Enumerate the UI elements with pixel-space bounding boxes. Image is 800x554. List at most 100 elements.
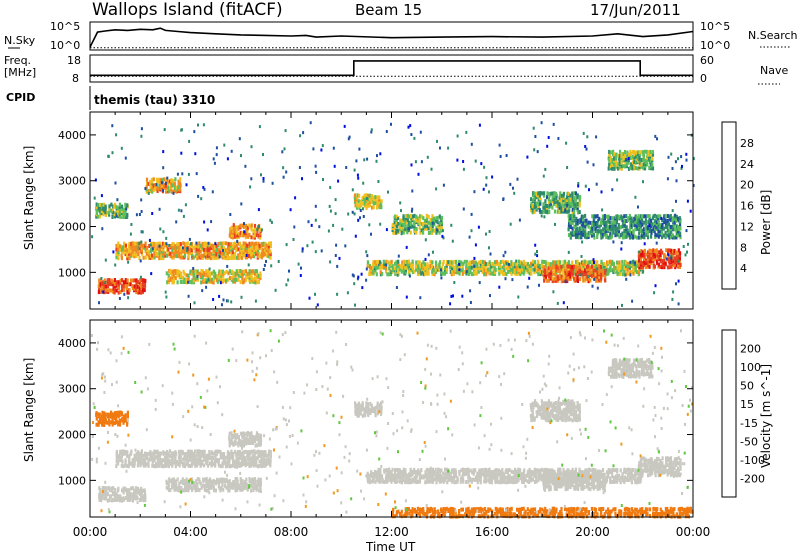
power-cell: [345, 166, 348, 169]
power-cell: [120, 214, 123, 219]
power-cell: [567, 233, 571, 238]
power-cell: [250, 274, 253, 278]
velocity-cell: [144, 496, 147, 501]
power-cell: [595, 278, 598, 283]
velocity-cell: [240, 451, 243, 456]
velocity-cell: [221, 452, 224, 457]
velocity-cell: [254, 483, 257, 488]
velocity-cell: [422, 474, 425, 479]
power-cell: [162, 189, 165, 193]
power-colorbar-tick: 20: [740, 179, 754, 192]
power-cell: [621, 272, 625, 277]
power-cell: [596, 260, 599, 265]
power-cell: [569, 197, 572, 202]
power-cell: [218, 294, 221, 298]
power-cell: [685, 152, 688, 156]
velocity-cell: [234, 485, 237, 490]
power-cell: [566, 166, 569, 169]
velocity-cell: [198, 477, 201, 482]
power-cell: [440, 226, 443, 231]
power-cell: [530, 201, 533, 206]
power-cell: [135, 253, 138, 258]
power-cell: [214, 242, 217, 246]
power-cell: [191, 271, 194, 276]
power-cell: [353, 282, 356, 286]
power-cell: [659, 253, 662, 257]
velocity-cell: [159, 451, 163, 456]
power-cell: [652, 222, 655, 227]
velocity-cell: [461, 474, 464, 479]
velocity-cell: [241, 443, 244, 447]
power-cell: [677, 302, 680, 306]
power-cell: [668, 224, 671, 229]
power-cell: [575, 262, 578, 267]
power-cell: [376, 199, 379, 204]
velocity-cell: [187, 449, 190, 454]
power-cell: [126, 212, 129, 217]
power-cell: [171, 269, 174, 274]
power-cell: [614, 230, 618, 235]
power-cell: [629, 229, 632, 234]
power-cell: [621, 303, 623, 307]
power-cell: [612, 261, 615, 266]
power-cell: [562, 195, 565, 200]
power-cell: [580, 255, 583, 258]
power-cell: [308, 296, 311, 300]
power-cell: [650, 230, 653, 235]
power-cell: [429, 230, 433, 235]
power-cell: [227, 250, 230, 254]
power-cell: [512, 266, 515, 271]
power-cell: [234, 251, 237, 256]
power-cell: [164, 251, 167, 256]
power-cell: [410, 163, 413, 167]
power-cell: [151, 253, 154, 258]
power-cell: [195, 247, 199, 252]
power-cell: [589, 220, 592, 225]
velocity-cell: [246, 439, 249, 444]
power-cell: [237, 256, 240, 261]
velocity-cell: [260, 454, 263, 459]
power-cell: [185, 273, 188, 278]
velocity-cell: [463, 468, 466, 472]
power-cell: [464, 270, 467, 274]
power-cell: [538, 208, 541, 213]
power-cell: [187, 172, 190, 176]
velocity-cell: [479, 468, 483, 473]
power-cell: [546, 266, 549, 271]
power-cell: [670, 264, 673, 269]
power-cell: [600, 262, 603, 267]
velocity-cell: [236, 479, 239, 484]
power-cell: [115, 288, 118, 293]
power-cell: [661, 250, 664, 255]
power-cell: [634, 234, 637, 239]
velocity-cell: [196, 449, 199, 454]
power-cell: [183, 253, 187, 258]
power-cell: [219, 275, 222, 280]
power-cell: [347, 212, 350, 216]
velocity-cell: [221, 461, 224, 466]
power-cell: [567, 205, 571, 210]
power-cell: [120, 204, 124, 209]
power-cell: [141, 230, 144, 234]
power-cell: [228, 233, 231, 238]
power-cell: [530, 197, 533, 202]
power-cell: [231, 250, 234, 255]
velocity-cell: [444, 467, 447, 472]
power-cell: [628, 235, 632, 240]
power-cell: [192, 255, 195, 260]
velocity-cell: [156, 449, 159, 454]
power-cell: [535, 264, 538, 269]
velocity-cell: [162, 450, 165, 455]
power-cell: [419, 264, 422, 269]
velocity-cell: [98, 494, 101, 499]
power-cell: [284, 129, 287, 133]
power-cell: [281, 150, 284, 154]
power-cell: [243, 222, 245, 226]
power-cell: [503, 270, 506, 275]
power-cell: [265, 248, 268, 252]
power-cell: [505, 154, 508, 157]
velocity-cell: [104, 486, 108, 491]
power-cell: [438, 230, 441, 235]
power-cell: [619, 162, 622, 166]
power-echo-region: [530, 191, 582, 215]
